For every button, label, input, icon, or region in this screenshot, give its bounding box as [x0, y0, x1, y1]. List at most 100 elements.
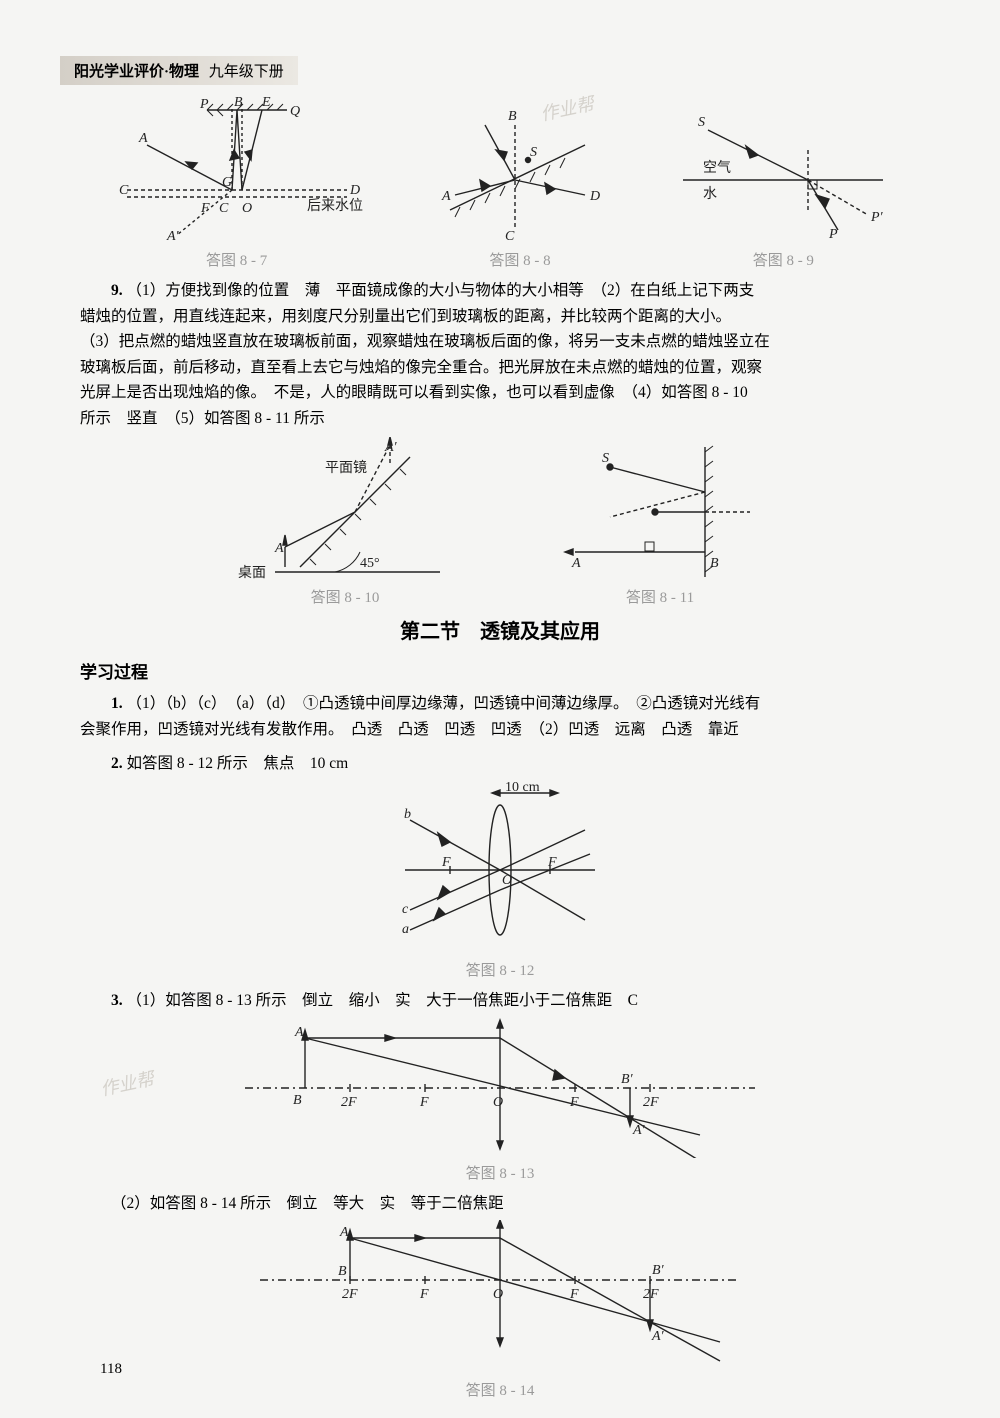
svg-text:A: A — [294, 1025, 304, 1040]
q9-l2: 蜡烛的位置，用直线连起来，用刻度尺分别量出它们到玻璃板的距离，并比较两个距离的大… — [80, 304, 920, 330]
svg-text:C: C — [119, 183, 129, 198]
q1-l2: 会聚作用，凹透镜对光线有发散作用。 凸透 凸透 凹透 凹透 （2）凹透 远离 凸… — [80, 717, 920, 743]
svg-text:F: F — [569, 1287, 579, 1302]
diagram-8-11: S A B — [550, 437, 770, 582]
question-2: 2. 如答图 8 - 12 所示 焦点 10 cm — [80, 751, 920, 777]
svg-text:S: S — [602, 451, 609, 466]
fig-11-caption: 答图 8 - 11 — [626, 586, 694, 607]
svg-text:b: b — [404, 807, 411, 822]
svg-text:A: A — [441, 189, 451, 204]
svg-text:B′: B′ — [621, 1072, 634, 1087]
svg-text:c: c — [402, 902, 409, 917]
svg-text:P: P — [199, 97, 209, 112]
fig-10-caption: 答图 8 - 10 — [311, 586, 380, 607]
svg-text:空气: 空气 — [703, 160, 731, 176]
svg-text:2F: 2F — [341, 1095, 357, 1110]
svg-text:D: D — [589, 189, 600, 204]
svg-text:P′: P′ — [870, 210, 884, 225]
svg-text:F: F — [547, 855, 557, 870]
svg-text:S: S — [530, 145, 537, 160]
grade: 九年级下册 — [209, 64, 284, 80]
svg-text:a: a — [402, 922, 409, 937]
q3-num: 3. — [111, 992, 123, 1009]
svg-text:E: E — [261, 95, 271, 110]
svg-text:D: D — [349, 183, 360, 198]
svg-text:2F: 2F — [643, 1095, 659, 1110]
svg-text:A′: A′ — [166, 229, 180, 244]
svg-text:O: O — [242, 201, 252, 216]
q9-l6: 所示 竖直 （5）如答图 8 - 11 所示 — [80, 406, 920, 432]
fig-12-caption: 答图 8 - 12 — [466, 959, 535, 980]
svg-text:G: G — [222, 175, 232, 190]
svg-text:C: C — [505, 229, 515, 244]
diagram-8-9: S P P′ 空气 水 — [673, 90, 893, 245]
svg-text:A: A — [571, 556, 581, 571]
q1-l1: （1）（b）（c） （a）（d） ①凸透镜中间厚边缘薄，凹透镜中间薄边缘厚。 ②… — [127, 695, 761, 712]
diagram-8-13: A B A′ B′ 2F F O F 2F — [235, 1018, 765, 1158]
svg-text:45°: 45° — [360, 556, 380, 571]
learning-heading: 学习过程 — [80, 658, 920, 683]
svg-text:B: B — [508, 109, 517, 124]
header-tab: 阳光学业评价·物理 九年级下册 — [60, 56, 298, 85]
svg-text:F: F — [569, 1095, 579, 1110]
svg-text:后来水位: 后来水位 — [307, 198, 363, 214]
figure-8-8: A B C D S 答图 8 - 8 — [420, 90, 620, 270]
svg-text:A′: A′ — [384, 440, 398, 455]
svg-text:P: P — [828, 227, 838, 242]
q9-l4: 玻璃板后面，前后移动，直至看上去它与烛焰的像完全重合。把光屏放在未点燃的蜡烛的位… — [80, 355, 920, 381]
svg-text:F: F — [419, 1287, 429, 1302]
svg-text:A: A — [274, 541, 284, 556]
q9-l5: 光屏上是否出现烛焰的像。 不是，人的眼睛既可以看到实像，也可以看到虚像 （4）如… — [80, 380, 920, 406]
svg-text:A: A — [339, 1225, 349, 1240]
svg-text:平面镜: 平面镜 — [325, 460, 367, 476]
book-title: 阳光学业评价·物理 — [74, 64, 199, 80]
svg-text:10 cm: 10 cm — [505, 780, 540, 795]
q3-1-text: （1）如答图 8 - 13 所示 倒立 缩小 实 大于一倍焦距小于二倍焦距 C — [127, 992, 639, 1009]
svg-text:水: 水 — [703, 186, 717, 202]
question-3-2: （2）如答图 8 - 14 所示 倒立 等大 实 等于二倍焦距 — [80, 1191, 920, 1217]
fig-13-caption: 答图 8 - 13 — [466, 1162, 535, 1183]
svg-text:O: O — [493, 1287, 503, 1302]
q9-l1: （1）方便找到像的位置 薄 平面镜成像的大小与物体的大小相等 （2）在白纸上记下… — [127, 282, 755, 299]
fig-9-caption: 答图 8 - 9 — [753, 249, 814, 270]
diagram-8-7: A A′ B E P Q C D G F C O 后来水位 — [107, 90, 367, 245]
svg-text:C: C — [219, 201, 229, 216]
svg-text:2F: 2F — [643, 1287, 659, 1302]
svg-text:A: A — [138, 131, 148, 146]
svg-text:B: B — [710, 556, 719, 571]
svg-text:O: O — [502, 873, 512, 888]
svg-text:B: B — [234, 95, 243, 110]
svg-text:S: S — [698, 115, 705, 130]
q2-num: 2. — [111, 755, 123, 772]
figure-row-1: A A′ B E P Q C D G F C O 后来水位 答图 8 - 7 — [80, 90, 920, 270]
fig-8-caption: 答图 8 - 8 — [489, 249, 550, 270]
svg-text:A′: A′ — [632, 1123, 646, 1138]
svg-text:B′: B′ — [652, 1263, 665, 1278]
svg-text:Q: Q — [290, 104, 300, 119]
svg-text:2F: 2F — [342, 1287, 358, 1302]
question-9: 9. （1）方便找到像的位置 薄 平面镜成像的大小与物体的大小相等 （2）在白纸… — [80, 278, 920, 431]
svg-text:B: B — [338, 1264, 347, 1279]
diagram-8-10: A A′ 平面镜 45° 桌面 — [230, 437, 460, 582]
figure-8-9: S P P′ 空气 水 答图 8 - 9 — [673, 90, 893, 270]
fig-14-caption: 答图 8 - 14 — [466, 1379, 535, 1400]
svg-text:A′: A′ — [651, 1329, 665, 1344]
figure-8-10: A A′ 平面镜 45° 桌面 答图 8 - 10 — [230, 437, 460, 607]
svg-text:桌面: 桌面 — [238, 565, 266, 581]
diagram-8-14: A B A′ B′ 2F F O F 2F — [250, 1220, 750, 1375]
svg-text:O: O — [493, 1095, 503, 1110]
question-1: 1. （1）（b）（c） （a）（d） ①凸透镜中间厚边缘薄，凹透镜中间薄边缘厚… — [80, 691, 920, 742]
svg-text:F: F — [200, 201, 210, 216]
diagram-8-12: 10 cm a b c F F O — [390, 780, 610, 955]
figure-8-14: A B A′ B′ 2F F O F 2F 答图 8 - 14 — [80, 1220, 920, 1400]
question-3-1: 3. （1）如答图 8 - 13 所示 倒立 缩小 实 大于一倍焦距小于二倍焦距… — [80, 988, 920, 1014]
q9-l3: （3）把点燃的蜡烛竖直放在玻璃板前面，观察蜡烛在玻璃板后面的像，将另一支未点燃的… — [80, 329, 920, 355]
q1-num: 1. — [111, 695, 123, 712]
figure-8-13: A B A′ B′ 2F F O F 2F 答图 8 - 13 — [80, 1018, 920, 1183]
fig-7-caption: 答图 8 - 7 — [206, 249, 267, 270]
figure-8-11: S A B 答图 8 - 11 — [550, 437, 770, 607]
section-title: 第二节 透镜及其应用 — [80, 615, 920, 644]
svg-text:B: B — [293, 1093, 302, 1108]
figure-8-12: 10 cm a b c F F O 答图 8 - 12 — [80, 780, 920, 980]
figure-8-7: A A′ B E P Q C D G F C O 后来水位 答图 8 - 7 — [107, 90, 367, 270]
